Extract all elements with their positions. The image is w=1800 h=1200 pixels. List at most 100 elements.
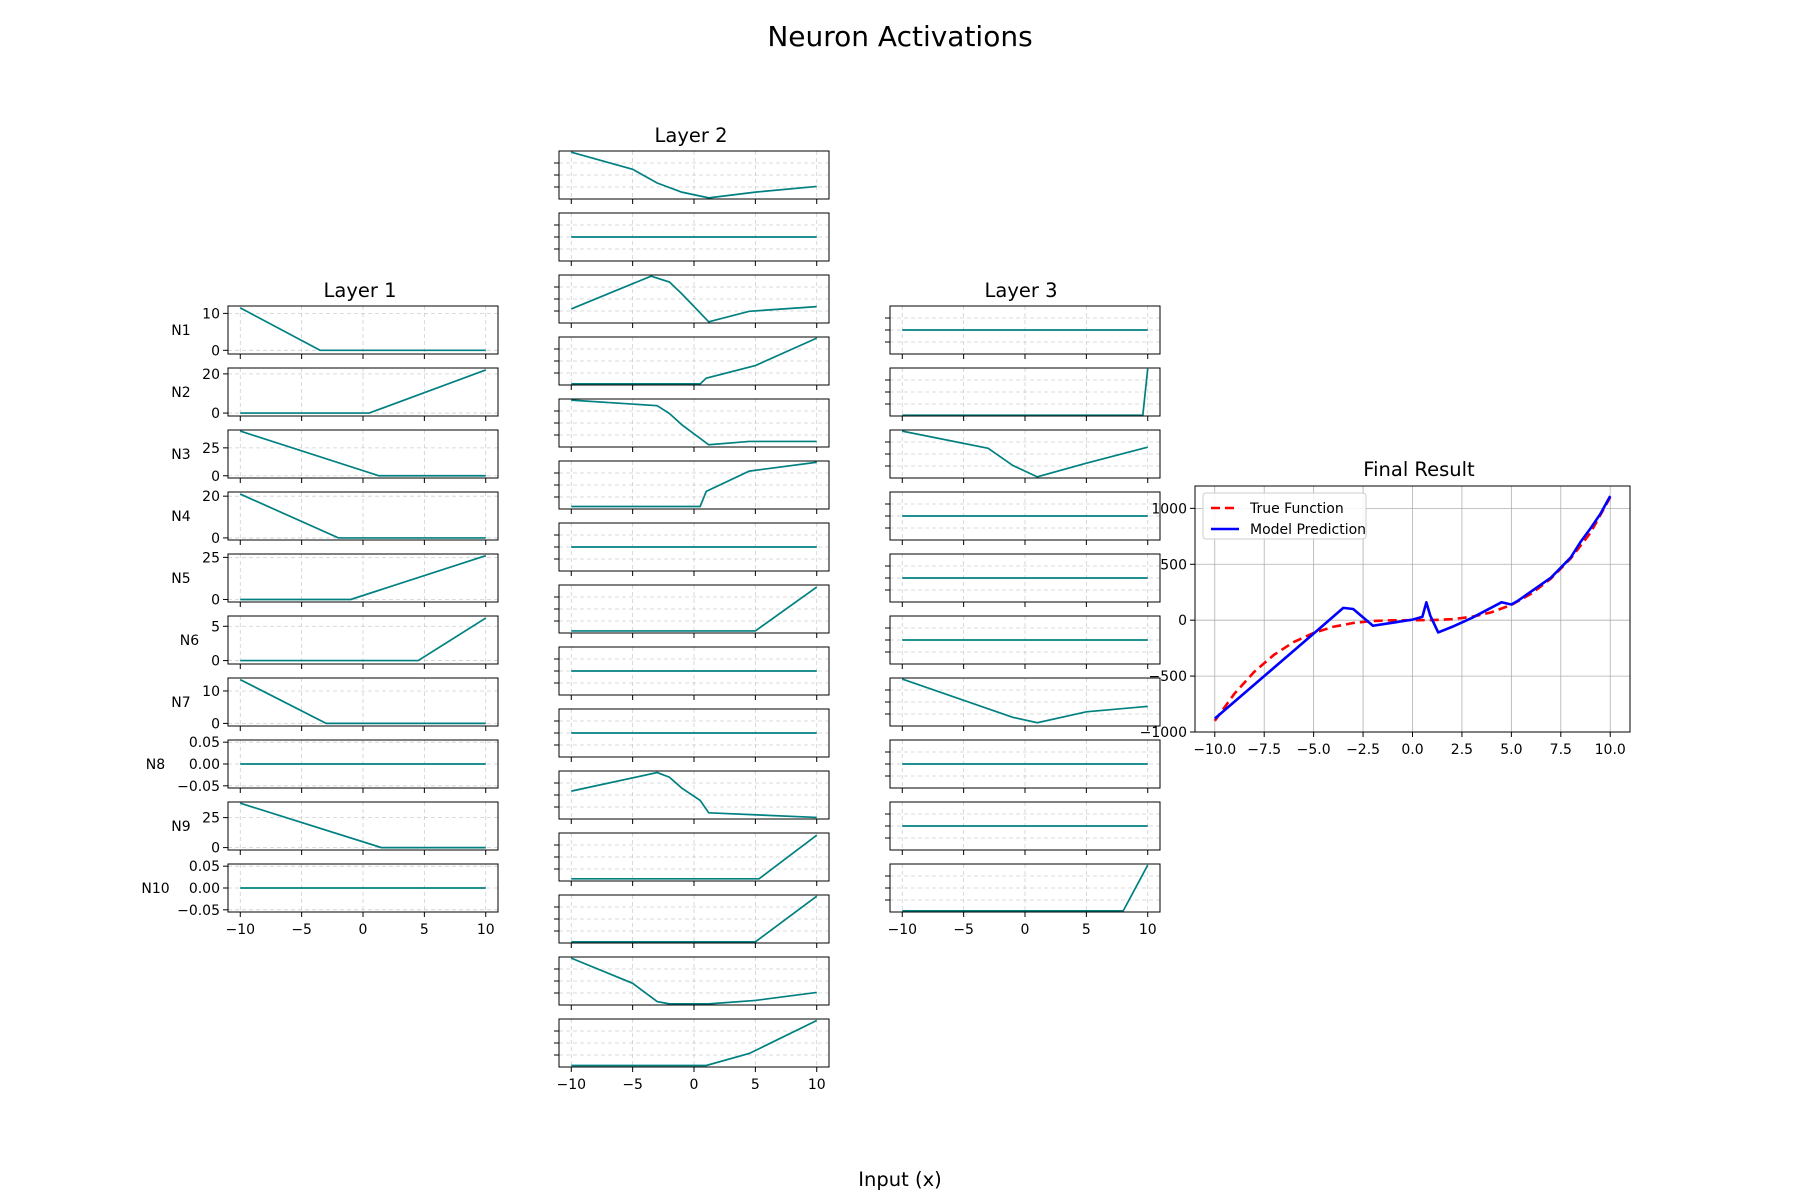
x-tick-label: −5	[953, 922, 974, 938]
axes-frame	[227, 739, 499, 789]
y-tick-label: 0.00	[189, 757, 220, 773]
x-tick-label: 10	[1139, 922, 1157, 938]
axes-frame	[889, 863, 1161, 913]
subplot-0-5: 0 5 N6	[180, 615, 499, 670]
model-prediction-line	[1213, 495, 1612, 720]
axes-frame	[1194, 485, 1631, 733]
x-tick-label: 5	[1082, 922, 1091, 938]
legend-label: True Function	[1249, 501, 1344, 517]
axes-frame	[558, 522, 830, 572]
y-tick-label: 500	[1160, 557, 1187, 573]
subplot-2-8	[885, 801, 1161, 855]
activation-line	[240, 617, 487, 662]
axes-frame	[558, 274, 830, 324]
activation-line	[571, 337, 818, 385]
x-tick-label: 5.0	[1500, 742, 1522, 758]
final-result-title: Final Result	[1363, 458, 1475, 481]
subplot-2-2	[885, 429, 1161, 483]
y-tick-label: 0	[211, 406, 220, 422]
subplot-0-0: 0 10 N1	[171, 305, 499, 359]
axes-frame	[558, 646, 830, 696]
y-tick-label: 0	[211, 531, 220, 547]
x-tick-label: 0.0	[1401, 742, 1423, 758]
axes-frame	[558, 150, 830, 200]
y-tick-label: 20	[202, 367, 220, 383]
subplot-0-4: 0 25 N5	[171, 550, 499, 608]
layer2-title: Layer 2	[655, 124, 728, 147]
x-tick-label: −10	[887, 922, 917, 938]
x-tick-label: 10.0	[1595, 742, 1626, 758]
neuron-label: N8	[146, 757, 165, 773]
subplot-2-9: −10 −5 0 5 10	[885, 863, 1161, 938]
x-tick-label: 7.5	[1550, 742, 1572, 758]
activation-line	[571, 151, 817, 199]
y-tick-label: 25	[202, 811, 220, 827]
plots-area: 010N1020N2025N3020N4025N505N6010N7−0.050…	[141, 150, 1631, 1093]
y-tick-label: 1000	[1151, 501, 1187, 517]
subplot-1-13	[554, 956, 830, 1010]
y-tick-label: 25	[202, 550, 220, 566]
x-tick-label: −10	[556, 1077, 586, 1093]
subplot-2-6	[885, 677, 1161, 731]
y-tick-label: 0	[1178, 613, 1187, 629]
subplot-1-14: −10 −5 0 5 10	[554, 1018, 830, 1093]
axes-frame	[227, 801, 499, 851]
y-tick-label: 0	[211, 469, 220, 485]
subplot-0-1: 0 20 N2	[171, 367, 499, 422]
y-tick-label: 0	[211, 841, 220, 857]
axes-frame	[558, 398, 830, 448]
axes-frame	[889, 739, 1161, 789]
subplot-0-3: 0 20 N4	[171, 489, 499, 547]
layer1-title: Layer 1	[324, 279, 397, 302]
activation-line	[570, 275, 817, 323]
axes-frame	[227, 429, 499, 479]
x-tick-label: 10	[808, 1077, 826, 1093]
layer3-title: Layer 3	[985, 279, 1058, 302]
x-tick-label: −5	[291, 922, 312, 938]
x-tick-label: 5	[751, 1077, 760, 1093]
axes-frame	[227, 615, 499, 665]
subplot-1-10	[554, 770, 830, 824]
neuron-label: N7	[171, 695, 190, 711]
axes-frame	[227, 491, 499, 541]
y-tick-label: 5	[211, 619, 220, 635]
x-tick-label: −7.5	[1247, 742, 1281, 758]
neuron-label: N3	[171, 447, 190, 463]
activation-line	[901, 678, 1148, 724]
activation-line	[571, 399, 817, 446]
neuron-label: N9	[171, 819, 190, 835]
activation-line	[570, 957, 817, 1005]
y-tick-label: 0	[211, 654, 220, 670]
activation-line	[239, 493, 486, 539]
axes-frame	[558, 212, 830, 262]
subplot-1-8	[554, 646, 830, 700]
x-tick-label: −5.0	[1297, 742, 1331, 758]
axes-frame	[558, 894, 830, 944]
axes-frame	[558, 584, 830, 634]
y-tick-label: 10	[202, 306, 220, 322]
y-tick-label: 0	[211, 343, 220, 359]
subplot-0-6: 0 10 N7	[171, 677, 499, 732]
x-tick-label: 10	[477, 922, 495, 938]
activation-line	[571, 834, 818, 880]
subplot-2-0	[885, 305, 1161, 359]
subplot-1-2	[554, 274, 830, 328]
subplot-1-1	[554, 212, 830, 266]
axes-frame	[889, 491, 1161, 541]
axes-frame	[889, 615, 1161, 665]
activation-line	[571, 1019, 818, 1067]
subplot-1-6	[554, 522, 830, 576]
x-tick-label: 0	[690, 1077, 699, 1093]
activation-line	[571, 586, 818, 632]
subplot-1-3	[554, 336, 830, 390]
y-tick-label: −500	[1149, 669, 1187, 685]
subplot-1-7	[554, 584, 830, 638]
x-tick-label: −5	[622, 1077, 643, 1093]
y-tick-label: 0.05	[189, 735, 220, 751]
activation-line	[571, 771, 817, 819]
figure-xlabel: Input (x)	[858, 1168, 941, 1191]
neuron-label: N1	[171, 323, 190, 339]
subplot-1-5	[554, 460, 830, 514]
axes-frame	[227, 553, 499, 603]
